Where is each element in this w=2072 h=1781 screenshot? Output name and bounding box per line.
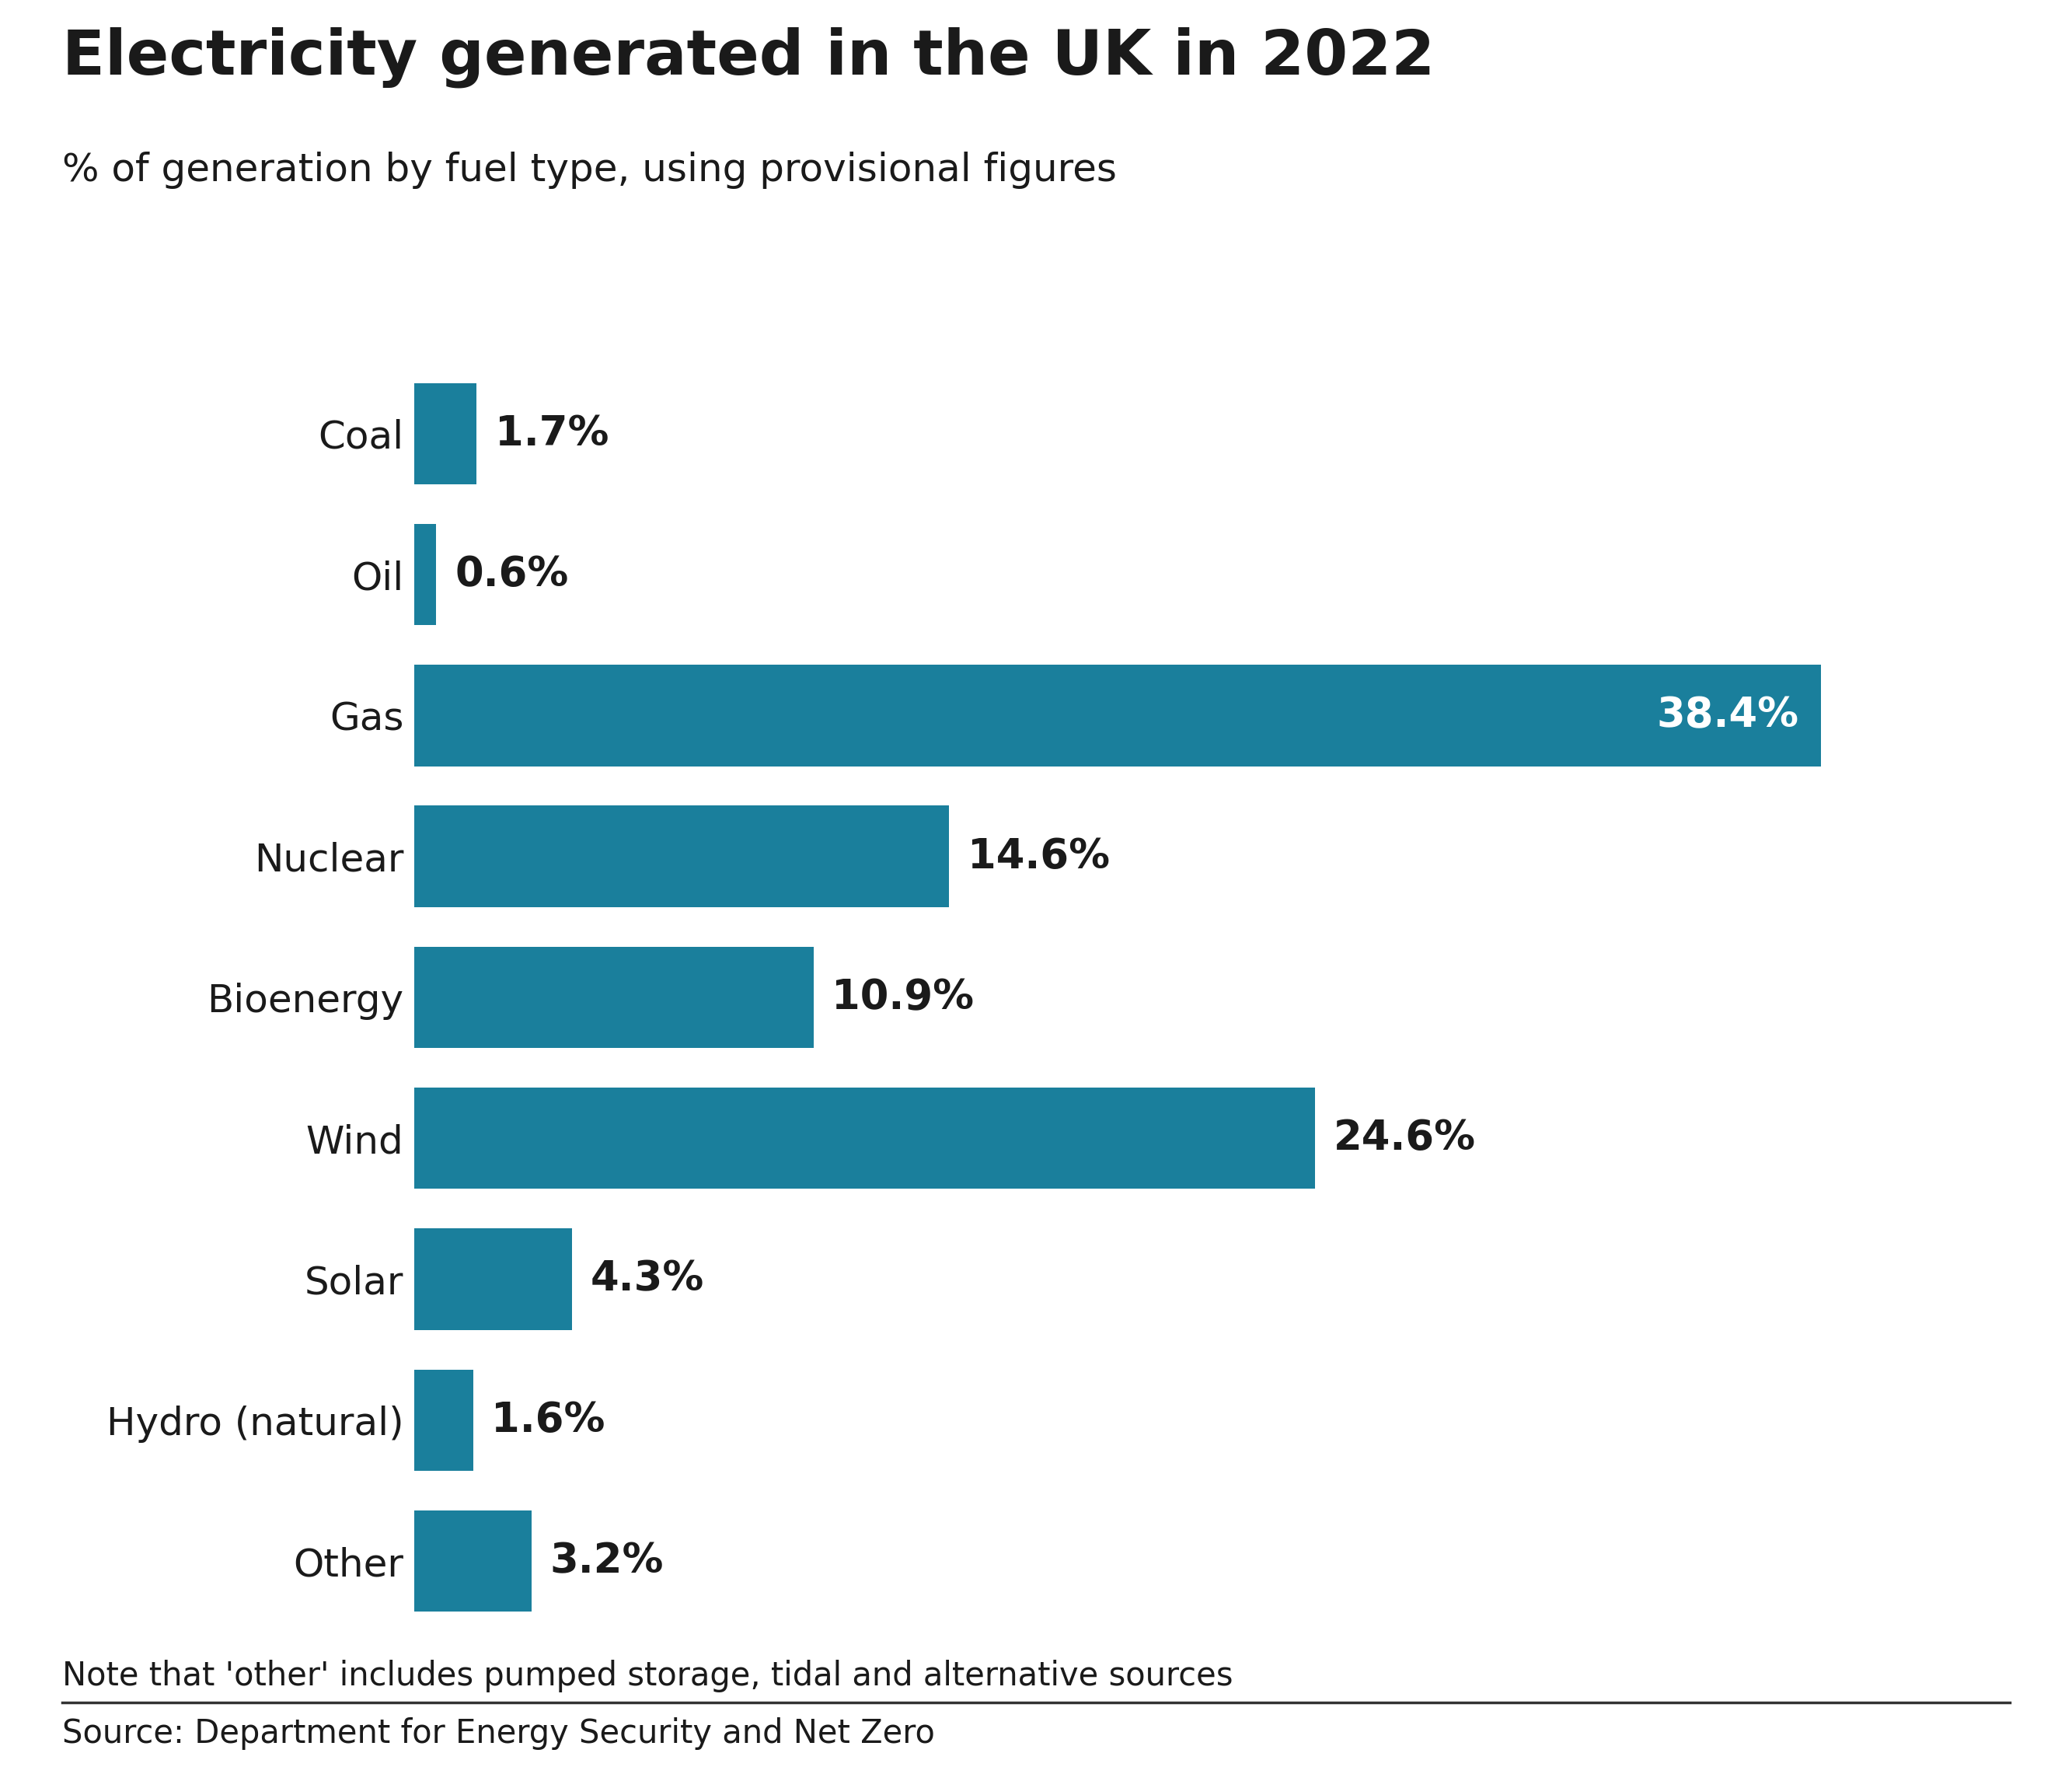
Text: 14.6%: 14.6% <box>968 837 1111 876</box>
Text: 38.4%: 38.4% <box>1656 695 1798 736</box>
Text: Source: Department for Energy Security and Net Zero: Source: Department for Energy Security a… <box>62 1717 934 1749</box>
Bar <box>414 524 437 625</box>
Text: 4.3%: 4.3% <box>591 1259 704 1300</box>
Bar <box>414 947 814 1047</box>
Text: Electricity generated in the UK in 2022: Electricity generated in the UK in 2022 <box>62 27 1436 87</box>
Text: B: B <box>1898 1720 1921 1745</box>
Bar <box>414 664 1821 766</box>
Text: C: C <box>1977 1720 1995 1745</box>
Bar <box>414 1370 472 1471</box>
Text: 3.2%: 3.2% <box>549 1541 663 1582</box>
Text: B: B <box>1821 1720 1844 1745</box>
Bar <box>414 383 477 484</box>
Text: 0.6%: 0.6% <box>454 554 568 595</box>
Text: 10.9%: 10.9% <box>831 978 974 1017</box>
Text: 24.6%: 24.6% <box>1334 1118 1475 1158</box>
Bar <box>414 1088 1316 1190</box>
Text: 1.7%: 1.7% <box>495 413 609 454</box>
Bar <box>414 805 949 907</box>
Text: 1.6%: 1.6% <box>491 1400 605 1441</box>
Text: Note that 'other' includes pumped storage, tidal and alternative sources: Note that 'other' includes pumped storag… <box>62 1660 1233 1692</box>
Bar <box>414 1229 572 1330</box>
Bar <box>414 1510 533 1612</box>
Text: % of generation by fuel type, using provisional figures: % of generation by fuel type, using prov… <box>62 151 1117 189</box>
